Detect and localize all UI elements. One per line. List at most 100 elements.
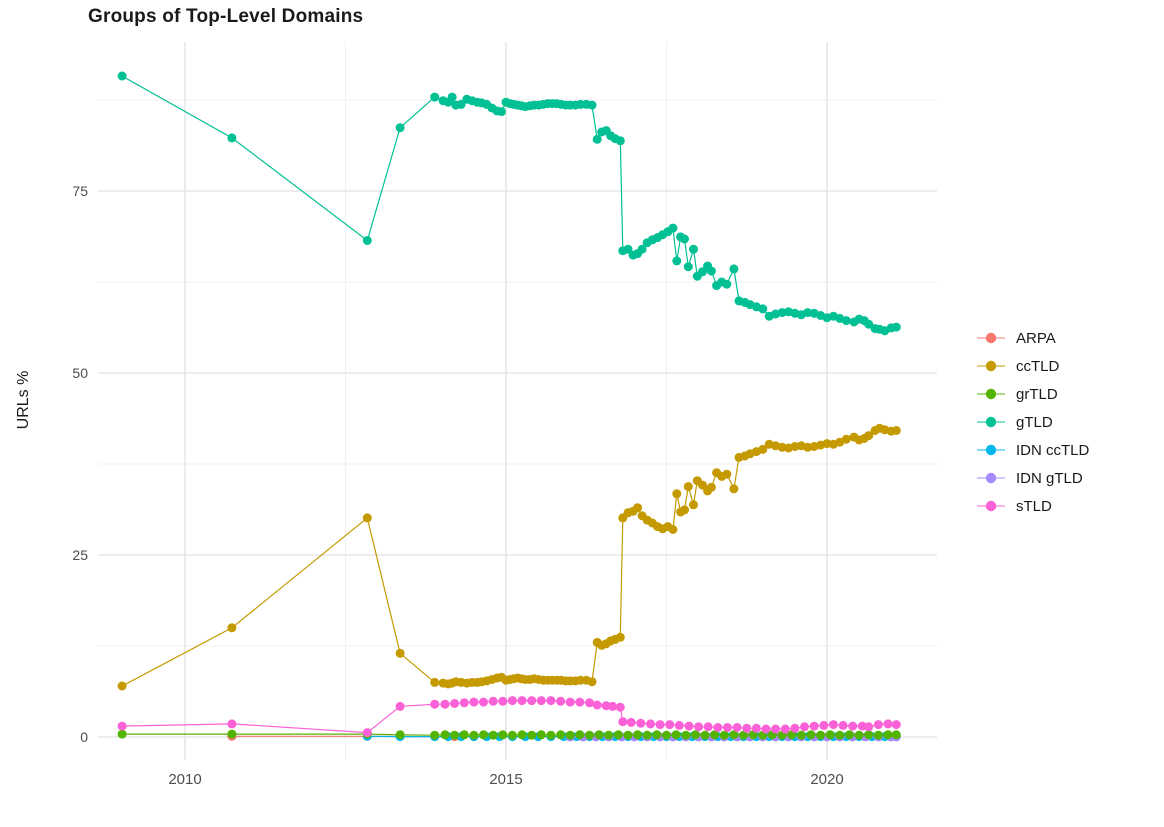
legend-item-idn-cctld: IDN ccTLD <box>976 436 1089 464</box>
data-point <box>488 696 498 706</box>
legend-key-icon <box>977 444 1005 456</box>
data-point <box>575 697 585 707</box>
data-point <box>684 721 694 731</box>
data-point <box>450 730 460 740</box>
data-point <box>864 722 874 732</box>
data-point <box>585 730 594 740</box>
data-point <box>642 730 652 740</box>
data-point <box>671 730 681 740</box>
x-tick-label: 2010 <box>168 771 201 788</box>
legend-key-icon <box>977 472 1005 484</box>
legend-item-gtld: gTLD <box>976 408 1089 436</box>
data-point <box>618 717 628 727</box>
data-point <box>742 723 752 733</box>
data-point <box>665 720 675 730</box>
legend-label: ARPA <box>1016 329 1056 347</box>
legend-item-arpa: ARPA <box>976 324 1089 352</box>
data-point <box>751 723 761 733</box>
data-point <box>637 244 647 254</box>
data-point <box>536 730 546 740</box>
data-point <box>227 133 237 143</box>
data-point <box>662 730 671 740</box>
data-point <box>633 730 643 740</box>
data-point <box>729 730 739 740</box>
x-tick-label: 2020 <box>810 771 843 788</box>
data-point <box>362 513 372 523</box>
legend-label: IDN ccTLD <box>1016 441 1090 459</box>
y-tick-label: 0 <box>80 729 88 745</box>
chart-title: Groups of Top-Level Domains <box>88 6 364 27</box>
data-point <box>883 719 893 729</box>
data-point <box>694 722 704 732</box>
data-point <box>546 730 556 740</box>
data-point <box>615 136 625 146</box>
legend: ARPA ccTLD grTLD gTLD IDN ccTLD IDN gTLD sTLD <box>976 324 1089 520</box>
y-tick-label: 75 <box>72 183 88 199</box>
series-stld <box>117 696 901 738</box>
data-point <box>758 304 768 314</box>
data-point <box>592 134 602 144</box>
legend-label: ccTLD <box>1016 357 1060 375</box>
data-point <box>604 730 614 740</box>
data-point <box>668 525 678 534</box>
data-point <box>546 696 556 706</box>
data-point <box>362 236 372 245</box>
data-point <box>873 720 883 730</box>
data-point <box>626 717 636 727</box>
data-point <box>790 723 800 733</box>
data-point <box>459 730 469 740</box>
data-point <box>891 426 901 435</box>
data-point <box>873 730 883 740</box>
data-point <box>835 730 845 740</box>
data-point <box>594 730 604 740</box>
data-point <box>430 699 440 709</box>
data-point <box>800 722 809 732</box>
y-axis-title: URLs % <box>15 370 32 430</box>
data-point <box>854 730 864 740</box>
data-point <box>587 677 597 687</box>
data-point <box>469 730 479 740</box>
grid-minor <box>98 42 937 760</box>
data-point <box>803 308 813 318</box>
data-point <box>636 718 646 728</box>
legend-key-icon <box>977 500 1005 512</box>
data-point <box>517 730 527 740</box>
data-point <box>690 730 700 740</box>
data-point <box>565 730 575 740</box>
data-point <box>587 100 597 110</box>
data-point <box>706 482 716 492</box>
data-point <box>668 223 678 233</box>
legend-label: grTLD <box>1016 385 1058 403</box>
legend-key-icon <box>977 360 1005 372</box>
data-point <box>430 92 440 102</box>
legend-key-icon <box>977 416 1005 428</box>
legend-key-icon <box>977 332 1005 344</box>
data-point <box>507 696 517 706</box>
series-cctld <box>117 423 901 691</box>
data-point <box>780 724 790 734</box>
data-point <box>430 730 440 740</box>
data-point <box>498 696 508 706</box>
data-point <box>585 698 594 708</box>
legend-item-cctld: ccTLD <box>976 352 1089 380</box>
data-point <box>729 264 739 274</box>
data-point <box>672 489 682 499</box>
data-point <box>689 500 698 510</box>
data-point <box>536 696 546 706</box>
data-point <box>497 107 506 117</box>
data-point <box>680 505 689 515</box>
data-point <box>739 730 748 740</box>
data-point <box>864 319 874 329</box>
data-point <box>556 696 566 706</box>
data-point <box>706 266 716 276</box>
data-point <box>565 697 575 707</box>
legend-key-icon <box>977 388 1005 400</box>
legend-label: sTLD <box>1016 497 1052 515</box>
data-point <box>615 702 625 712</box>
data-point <box>689 244 698 254</box>
y-tick-label: 50 <box>72 365 88 381</box>
data-point <box>362 728 372 738</box>
data-point <box>674 720 684 730</box>
data-point <box>507 730 517 740</box>
data-point <box>848 721 858 731</box>
